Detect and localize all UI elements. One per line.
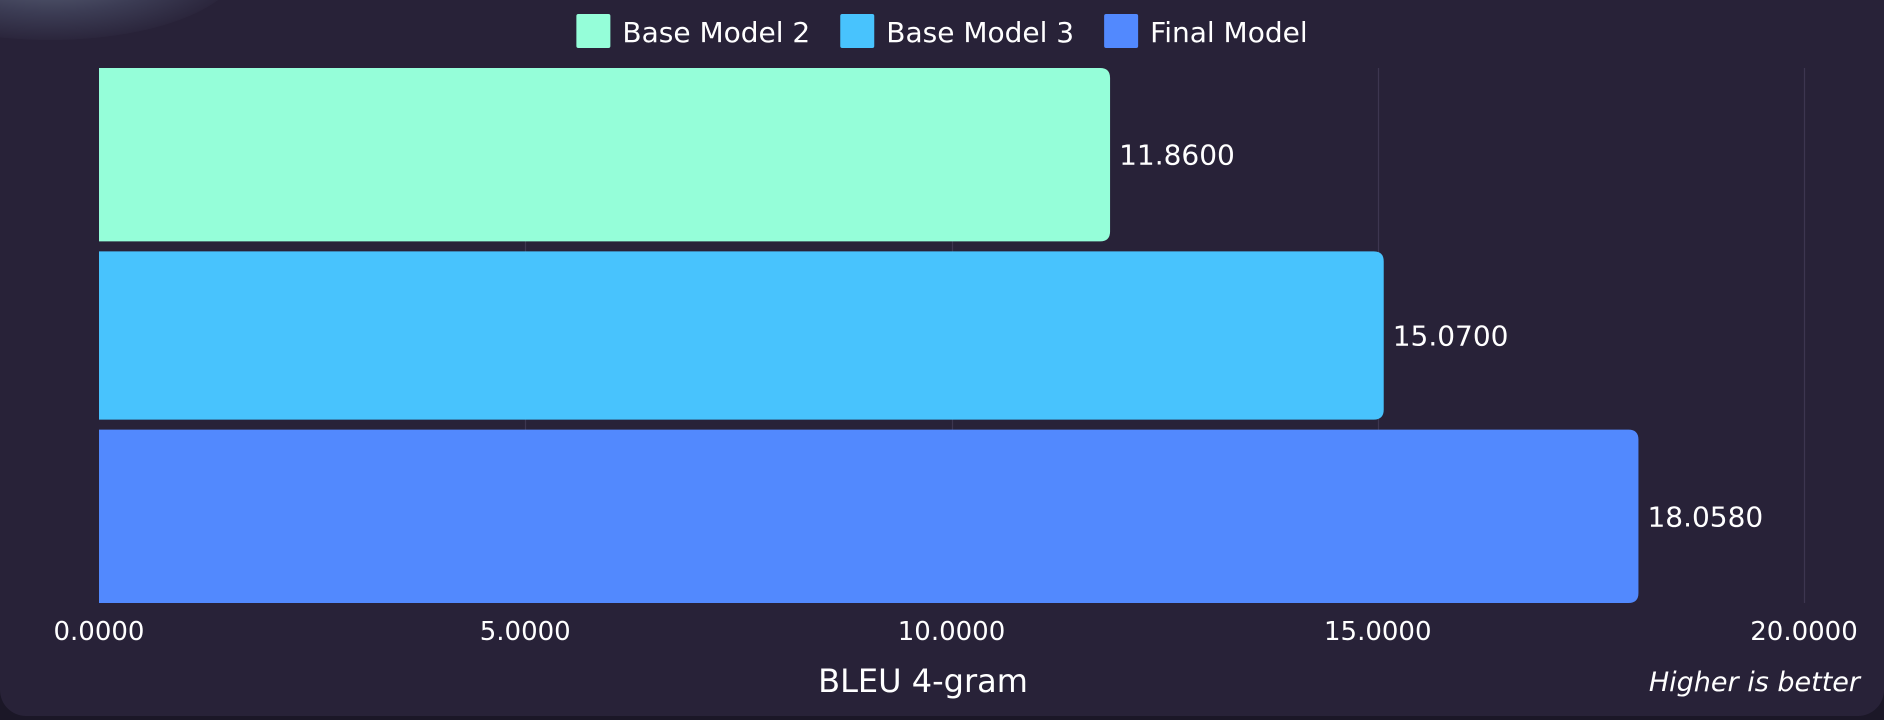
x-tick-label: 15.0000 <box>1324 617 1432 647</box>
x-tick-label: 0.0000 <box>54 617 145 647</box>
bars <box>99 68 1639 603</box>
legend: Base Model 2 Base Model 3 Final Model <box>576 14 1308 49</box>
x-axis-ticks: 0.0000 5.0000 10.0000 15.0000 20.0000 <box>54 617 1858 647</box>
bar-value-label: 18.0580 <box>1647 500 1763 533</box>
higher-is-better-note: Higher is better <box>1649 667 1862 698</box>
legend-label: Base Model 2 <box>622 16 810 49</box>
x-axis-title: BLEU 4-gram <box>818 662 1028 700</box>
bar-final-model <box>99 429 1639 603</box>
legend-swatch <box>1104 14 1139 48</box>
x-tick-label: 5.0000 <box>480 617 571 647</box>
legend-label: Base Model 3 <box>886 16 1074 49</box>
bar-base-model-3 <box>99 251 1384 420</box>
value-labels: 11.8600 15.0700 18.0580 <box>1119 139 1763 534</box>
x-tick-label: 10.0000 <box>898 617 1006 647</box>
x-tick-label: 20.0000 <box>1750 617 1858 647</box>
legend-label: Final Model <box>1150 16 1308 49</box>
bar-value-label: 15.0700 <box>1393 320 1509 353</box>
bar-value-label: 11.8600 <box>1119 139 1235 172</box>
legend-swatch <box>840 14 875 48</box>
bar-base-model-2 <box>99 68 1111 242</box>
legend-swatch <box>576 14 611 48</box>
